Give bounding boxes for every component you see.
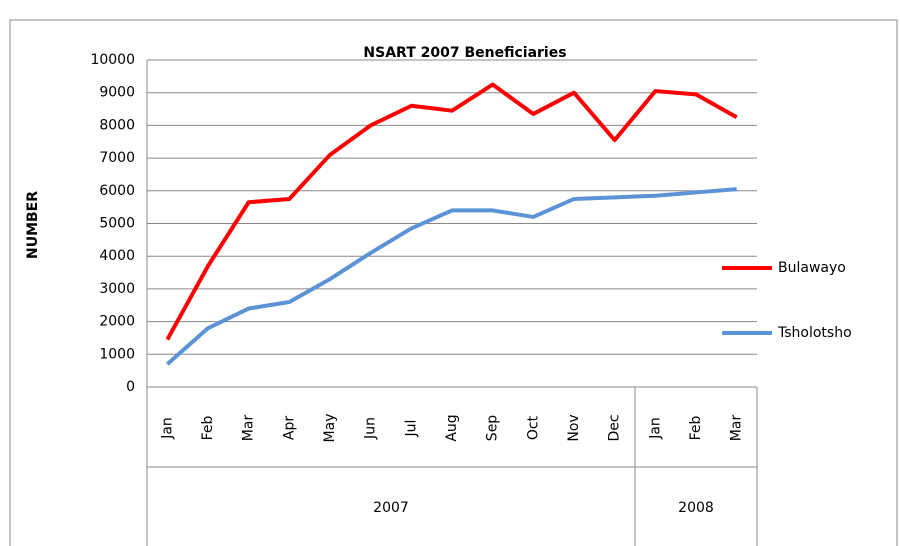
y-axis-label: NUMBER — [25, 191, 41, 259]
group-label: 2008 — [678, 500, 714, 516]
x-tick-label: Jun — [363, 417, 379, 440]
y-tick-label: 9000 — [99, 85, 135, 101]
y-tick-label: 3000 — [99, 281, 135, 297]
line-series — [165, 82, 738, 341]
legend-label: Bulawayo — [778, 260, 846, 276]
line-series — [166, 187, 737, 366]
group-label: 2007 — [373, 500, 409, 516]
x-tick-label: Sep — [485, 415, 501, 442]
y-tick-label: 8000 — [99, 117, 135, 133]
x-tick-label: Oct — [525, 415, 541, 440]
x-tick-label: Mar — [729, 415, 745, 442]
x-tick-label: Aug — [444, 414, 460, 441]
x-tick-label: Jan — [647, 417, 663, 440]
x-tick-label: Jul — [403, 420, 419, 438]
y-tick-label: 6000 — [99, 183, 135, 199]
y-tick-label: 1000 — [99, 346, 135, 362]
y-tick-label: 5000 — [99, 216, 135, 232]
x-tick-label: Nov — [566, 414, 582, 441]
y-tick-label: 10000 — [90, 52, 135, 68]
y-tick-label: 4000 — [99, 248, 135, 264]
y-tick-label: 0 — [126, 379, 135, 395]
x-tick-label: Dec — [607, 414, 623, 441]
y-tick-label: 2000 — [99, 314, 135, 330]
x-tick-label: Jan — [159, 417, 175, 440]
legend-label: Tsholotsho — [777, 325, 852, 341]
x-tick-label: Mar — [241, 415, 257, 442]
x-tick-label: Apr — [281, 416, 297, 440]
y-tick-label: 7000 — [99, 150, 135, 166]
x-tick-label: May — [322, 414, 338, 443]
x-tick-label: Feb — [688, 415, 704, 440]
x-tick-label: Feb — [200, 415, 216, 440]
chart-title: NSART 2007 Beneficiaries — [363, 45, 566, 61]
